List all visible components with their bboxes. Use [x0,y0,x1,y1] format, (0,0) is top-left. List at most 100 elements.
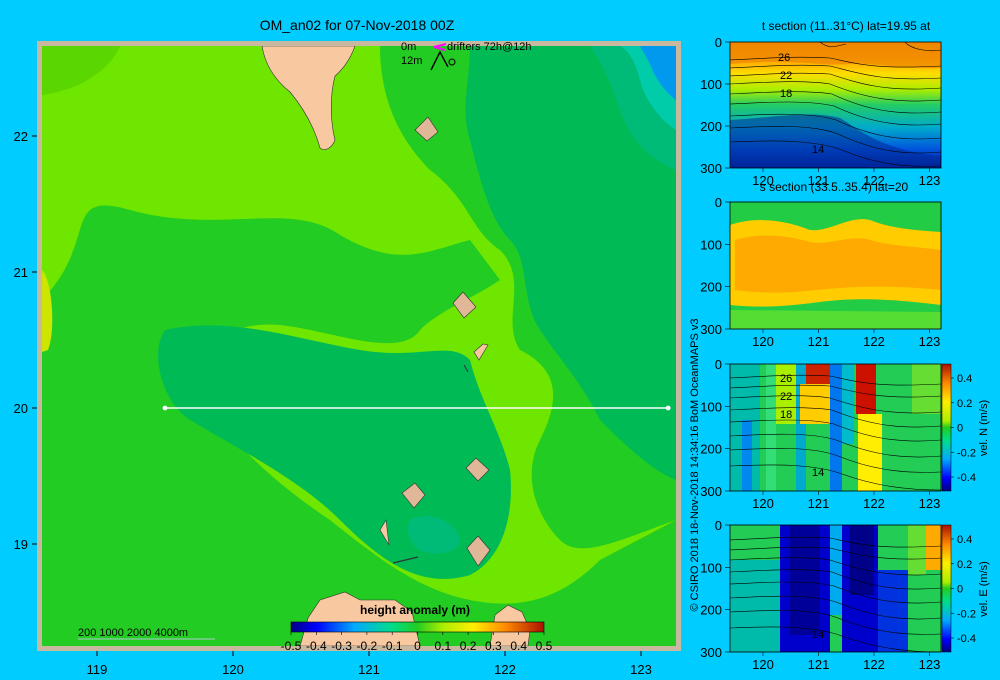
panel-y-tick-label: 100 [700,77,722,92]
vn-cbar-label: vel. N (m/s) [978,400,990,456]
colorbar-tick-label: 0 [414,639,421,653]
panel-y-tick-label: 300 [700,484,722,499]
luzon-landmass [261,46,356,150]
panel-x-tick-label: 123 [919,496,941,511]
ve-colorbar [941,524,952,653]
vel-tick-label: 0 [957,584,963,596]
vn-colorbar [941,363,952,492]
field-nw [42,46,120,95]
colorbar-tick-label: -0.3 [331,639,352,653]
colorbar-tick-label: -0.1 [382,639,403,653]
map-x-tick: 120 [222,662,244,677]
s-section-plot [730,202,941,329]
vel-tick-label: -0.4 [957,633,976,645]
colorbar-tick-label: 0.5 [536,639,553,653]
panel-x-tick-label: 123 [919,334,941,349]
vel-tick-label: 0 [957,423,963,435]
ve-isotherms [730,536,941,652]
island-7 [379,519,390,546]
t-contour-label: 22 [780,70,792,82]
colorbar-tick-label: -0.5 [281,639,302,653]
panel-x-tick-label: 121 [808,334,830,349]
panel-y-tick-label: 100 [700,237,722,252]
depth-legend: 200 1000 2000 4000m [78,627,188,639]
vn-contour-label: 18 [780,409,792,421]
height-anomaly-field [42,46,676,646]
map-x-tick: 119 [87,662,108,677]
vn-contour-label: 26 [780,373,792,385]
panel-x-tick-label: 123 [919,657,941,672]
ve-section-frame [729,524,942,653]
vel-tick-label: -0.2 [957,608,976,620]
vn-colorbar-ticks: 0.4 0.2 0 -0.2 -0.4 [951,373,976,484]
credit-text: © CSIRO 2018 18-Nov-2018 14:34:16 BoM Oc… [689,318,701,611]
legend-12m: 12m [401,55,422,67]
t-section-frame [729,41,942,169]
panel-y-tick-label: 200 [700,280,722,295]
map-x-tick: 122 [494,662,516,677]
island-2 [452,291,477,319]
panel-x-tick-label: 122 [863,334,885,349]
colorbar [290,621,545,633]
panel-y-tick-label: 200 [700,442,722,457]
t-contour-label: 14 [812,144,824,156]
panel-x-tick-label: 121 [808,657,830,672]
field-band-mid [42,205,676,646]
field-blue-ne [640,46,676,100]
map-title: OM_an02 for 07-Nov-2018 00Z [260,17,455,33]
map-x-ticks: 119 120 121 122 123 [87,651,652,677]
island-6 [401,482,426,509]
drifter-origin-icon [448,58,456,66]
panel-axes: 0 100 200 300 120 121 122 123 0 100 200 300 120 121 12… [700,35,940,672]
vn-contour-label: 14 [812,467,824,479]
panel-x-tick-label: 120 [752,173,774,188]
colorbar-ticks: -0.5 -0.4 -0.3 -0.2 -0.1 0 0.1 0.2 0.3 0.4 0.5 [281,632,553,653]
s-section-frame [729,201,942,330]
panel-x-tick-label: 120 [752,334,774,349]
field-band-dark-east [465,46,676,480]
map-x-tick: 121 [358,662,380,677]
vel-tick-label: 0.2 [957,398,972,410]
s-section-title: s section (33.5..35.4) lat=20 [760,180,909,194]
colorbar-title: height anomaly (m) [360,603,470,617]
vn-isotherms [730,374,941,491]
colorbar-tick-label: 0.2 [460,639,477,653]
drifter-arrow-0m-icon [433,43,447,51]
ve-cbar-label: vel. E (m/s) [978,561,990,617]
vn-contour-label: 22 [780,391,792,403]
section-end-marker [665,405,671,411]
panel-x-tick-label: 120 [752,657,774,672]
t-contour-label: 26 [778,52,790,64]
island-batanes-1 [414,116,439,142]
vel-tick-label: -0.2 [957,447,976,459]
map-y-ticks: 22 21 20 19 [14,129,37,552]
panel-y-tick-label: 300 [700,161,722,176]
island-8 [466,535,491,567]
field-yellow-west [42,270,53,352]
panel-y-tick-label: 100 [700,399,722,414]
island-5 [465,457,490,482]
panel-y-tick-label: 300 [700,645,722,660]
map-x-tick: 123 [630,662,652,677]
panel-x-tick-label: 123 [919,173,941,188]
panel-x-tick-label: 122 [863,496,885,511]
section-start-marker [162,405,168,411]
island-4 [463,364,469,373]
panel-x-tick-label: 121 [808,173,830,188]
panel-y-tick-label: 0 [715,357,722,372]
t-section-plot: 26 22 18 14 [730,42,941,168]
map-y-tick: 22 [14,129,28,144]
t-section-title: t section (11..31°C) lat=19.95 at [762,19,931,33]
legend-drifters: drifters 72h@12h [447,41,532,53]
legend-0m: 0m [401,41,416,53]
panel-x-tick-label: 121 [808,496,830,511]
panel-y-tick-label: 200 [700,119,722,134]
panel-x-tick-label: 122 [863,657,885,672]
colorbar-tick-label: 0.4 [510,639,527,653]
colorbar-tick-label: 0.1 [434,639,451,653]
map-y-tick: 20 [14,401,28,416]
ve-section-plot [730,525,941,652]
colorbar-tick-label: 0.3 [485,639,502,653]
panel-x-tick-label: 122 [863,173,885,188]
panel-y-tick-label: 0 [715,35,722,50]
